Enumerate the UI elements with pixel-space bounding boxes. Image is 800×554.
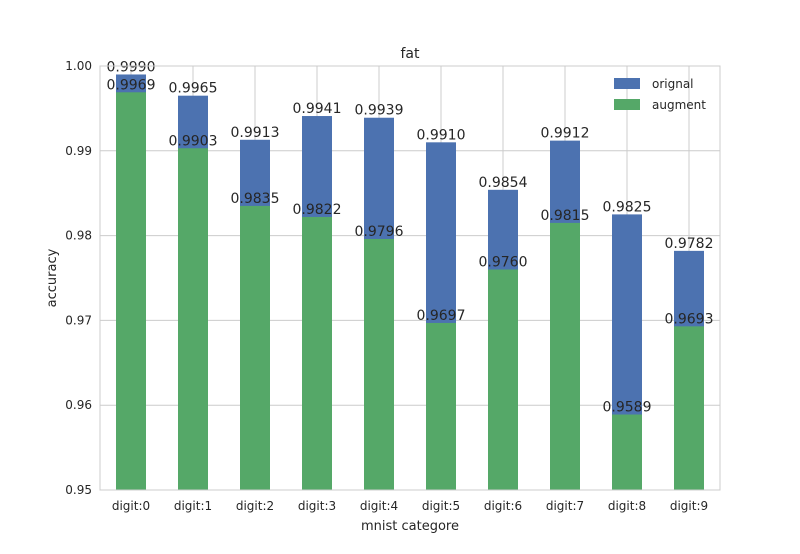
data-label-augment: 0.9796 — [355, 224, 404, 240]
legend-swatch-augment — [614, 99, 640, 110]
x-tick-label: digit:4 — [360, 499, 398, 513]
data-label-augment: 0.9697 — [417, 308, 466, 324]
bar-augment-digit-2 — [240, 205, 270, 491]
data-label-augment: 0.9815 — [541, 208, 590, 224]
x-axis-ticks: digit:0 digit:1 digit:2 digit:3 digit:4 digit… — [112, 499, 708, 513]
data-label-orignal: 0.9913 — [231, 125, 280, 141]
data-label-orignal: 0.9854 — [479, 175, 528, 191]
data-labels: 0.9990 0.9965 0.9913 0.9941 0.9939 0.9910 0.98… — [107, 59, 714, 415]
data-label-orignal: 0.9825 — [603, 199, 652, 215]
x-axis-title: mnist categore — [361, 519, 459, 534]
x-tick-label: digit:8 — [608, 499, 646, 513]
bar-augment-digit-7 — [550, 222, 580, 490]
bars — [116, 74, 704, 491]
y-tick-label: 0.95 — [65, 483, 92, 497]
x-tick-label: digit:1 — [174, 499, 212, 513]
x-tick-label: digit:9 — [670, 499, 708, 513]
y-tick-label: 0.97 — [65, 313, 92, 327]
y-tick-label: 0.98 — [65, 229, 92, 243]
legend-label-augment: augment — [652, 98, 706, 112]
data-label-orignal: 0.9990 — [107, 59, 156, 75]
y-tick-label: 0.99 — [65, 144, 92, 158]
data-label-orignal: 0.9939 — [355, 103, 404, 119]
data-label-orignal: 0.9910 — [417, 127, 466, 143]
data-label-augment: 0.9903 — [169, 133, 218, 149]
legend: orignal augment — [614, 77, 706, 112]
data-label-augment: 0.9693 — [665, 311, 714, 327]
y-axis-title: accuracy — [45, 248, 60, 307]
legend-label-orignal: orignal — [652, 77, 694, 91]
y-axis-ticks: 0.95 0.96 0.97 0.98 0.99 1.00 — [65, 59, 92, 497]
x-tick-label: digit:7 — [546, 499, 584, 513]
x-tick-label: digit:2 — [236, 499, 274, 513]
y-tick-label: 1.00 — [65, 59, 92, 73]
bar-augment-digit-3 — [302, 216, 332, 490]
data-label-orignal: 0.9941 — [293, 101, 342, 117]
x-tick-label: digit:0 — [112, 499, 150, 513]
bar-augment-digit-1 — [178, 148, 208, 491]
data-label-orignal: 0.9912 — [541, 126, 590, 142]
bar-augment-digit-9 — [674, 326, 704, 490]
bar-augment-digit-4 — [364, 238, 394, 490]
y-tick-label: 0.96 — [65, 398, 92, 412]
data-label-augment: 0.9822 — [293, 202, 342, 218]
chart-title: fat — [401, 46, 421, 62]
data-label-orignal: 0.9782 — [665, 236, 714, 252]
plot-frame — [99, 65, 721, 491]
bar-augment-digit-6 — [488, 269, 518, 490]
data-label-augment: 0.9835 — [231, 191, 280, 207]
bar-augment-digit-8 — [612, 414, 642, 490]
x-tick-label: digit:6 — [484, 499, 522, 513]
data-label-augment: 0.9760 — [479, 255, 528, 271]
data-label-augment: 0.9589 — [603, 400, 652, 416]
data-label-orignal: 0.9965 — [169, 81, 218, 97]
x-tick-label: digit:5 — [422, 499, 460, 513]
bar-augment-digit-0 — [116, 92, 146, 491]
legend-swatch-orignal — [614, 78, 640, 89]
bar-augment-digit-5 — [426, 322, 456, 490]
x-tick-label: digit:3 — [298, 499, 336, 513]
data-label-augment: 0.9969 — [107, 77, 156, 93]
